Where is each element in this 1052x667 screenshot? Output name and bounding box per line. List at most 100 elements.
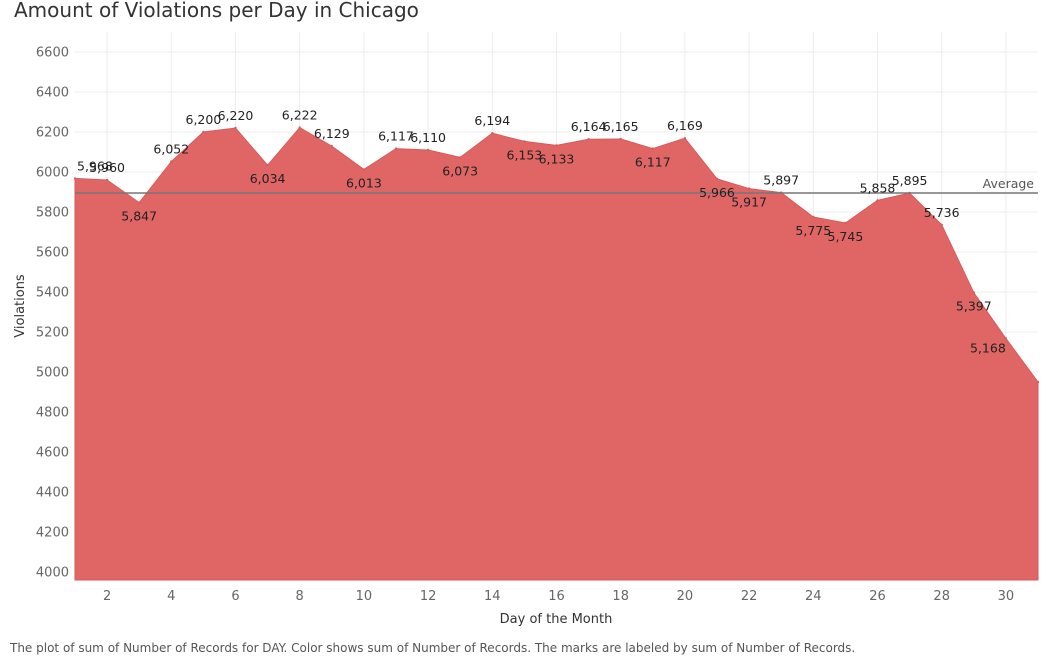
data-label: 5,897 [763, 173, 799, 188]
y-tick-label: 5200 [36, 326, 69, 341]
y-tick-label: 6400 [36, 86, 69, 101]
area-series [73, 126, 1040, 581]
chart-title: Amount of Violations per Day in Chicago [14, 0, 419, 22]
data-point [362, 168, 366, 171]
reference-line-group: Average [75, 176, 1038, 194]
x-tick-label: 16 [548, 589, 565, 604]
data-label: 6,117 [635, 155, 671, 170]
data-point [491, 132, 494, 135]
data-point [683, 137, 687, 140]
data-label: 5,847 [121, 209, 157, 224]
data-point [1004, 337, 1008, 340]
x-tick-label: 30 [998, 589, 1015, 604]
data-label: 6,052 [153, 142, 189, 157]
x-tick-label: 12 [420, 589, 437, 604]
x-tick-label: 10 [356, 589, 373, 604]
x-tick-label: 8 [296, 589, 304, 604]
data-label: 6,169 [667, 118, 703, 133]
x-tick-label: 6 [231, 589, 239, 604]
data-label: 6,220 [218, 108, 254, 123]
y-tick-label: 5800 [36, 206, 69, 221]
data-label: 6,013 [346, 175, 382, 190]
data-point [587, 138, 590, 141]
data-point [234, 126, 237, 130]
data-label: 6,164 [571, 119, 607, 134]
data-label: 5,895 [892, 173, 928, 188]
data-label: 6,200 [186, 112, 222, 127]
data-point [715, 177, 719, 180]
data-point [298, 126, 301, 129]
data-label: 6,117 [378, 129, 414, 144]
data-point [73, 177, 77, 180]
x-tick-label: 22 [741, 589, 758, 604]
data-label: 5,168 [970, 340, 1006, 355]
y-tick-label: 4800 [36, 406, 69, 421]
data-label: 5,775 [795, 223, 831, 238]
x-tick-label: 4 [167, 589, 175, 604]
chart-caption: The plot of sum of Number of Records for… [10, 641, 856, 655]
x-tick-label: 28 [933, 589, 950, 604]
data-point [426, 148, 430, 152]
y-tick-label: 5400 [36, 286, 69, 301]
data-point [170, 160, 173, 163]
y-tick-label: 4000 [36, 566, 69, 581]
data-point [812, 215, 815, 219]
data-point [876, 199, 879, 202]
data-label: 5,397 [956, 299, 992, 314]
x-axis-ticks: 2 4 6 8 10 12 14 16 18 20 22 24 26 28 30 [103, 589, 1014, 604]
data-point [972, 291, 975, 294]
x-tick-label: 24 [805, 589, 822, 604]
x-tick-label: 14 [484, 589, 501, 604]
data-point [523, 140, 526, 143]
data-label: 5,736 [924, 205, 960, 220]
x-axis-title: Day of the Month [500, 612, 613, 627]
x-tick-label: 20 [677, 589, 694, 604]
data-label: 6,165 [603, 119, 639, 134]
data-label: 5,966 [699, 185, 735, 200]
x-tick-label: 2 [103, 589, 111, 604]
data-point [459, 156, 462, 159]
y-tick-label: 6200 [36, 126, 69, 141]
data-label: 6,133 [539, 151, 575, 166]
y-tick-label: 4200 [36, 526, 69, 541]
data-point [555, 144, 558, 147]
data-point [105, 178, 109, 182]
data-label: 6,222 [282, 108, 318, 123]
y-axis-ticks: 4000 4200 4400 4600 4800 5000 5200 5400 5600 5800… [36, 46, 69, 581]
y-tick-label: 6600 [36, 46, 69, 61]
data-label: 5,858 [860, 180, 896, 195]
average-reference-label: Average [983, 176, 1035, 191]
data-label: 6,110 [410, 130, 446, 145]
y-axis-title: Violations [13, 274, 28, 338]
data-label: 6,034 [250, 171, 286, 186]
data-point [619, 137, 622, 141]
data-point [747, 187, 751, 190]
data-label: 6,073 [442, 163, 478, 178]
data-label: 6,194 [474, 113, 510, 128]
data-point [844, 221, 847, 225]
data-point [394, 147, 398, 150]
data-point [1036, 380, 1040, 384]
data-label: 6,129 [314, 126, 350, 141]
data-point [330, 145, 333, 148]
data-point [651, 147, 654, 150]
data-point [940, 223, 943, 226]
y-tick-label: 6000 [36, 166, 69, 181]
violations-area [74, 126, 1039, 581]
y-tick-label: 5600 [36, 246, 69, 261]
data-point [266, 164, 269, 167]
y-tick-label: 4600 [36, 446, 69, 461]
data-point [202, 130, 205, 134]
data-label: 5,917 [731, 195, 767, 210]
data-point [138, 201, 141, 204]
data-label: 6,153 [507, 147, 543, 162]
data-label: 5,968 [77, 158, 113, 173]
data-label: 5,960 [89, 160, 125, 175]
x-tick-label: 18 [612, 589, 629, 604]
x-tick-label: 26 [869, 589, 886, 604]
y-tick-label: 5000 [36, 366, 69, 381]
y-tick-label: 4400 [36, 486, 69, 501]
data-label: 5,745 [828, 229, 864, 244]
